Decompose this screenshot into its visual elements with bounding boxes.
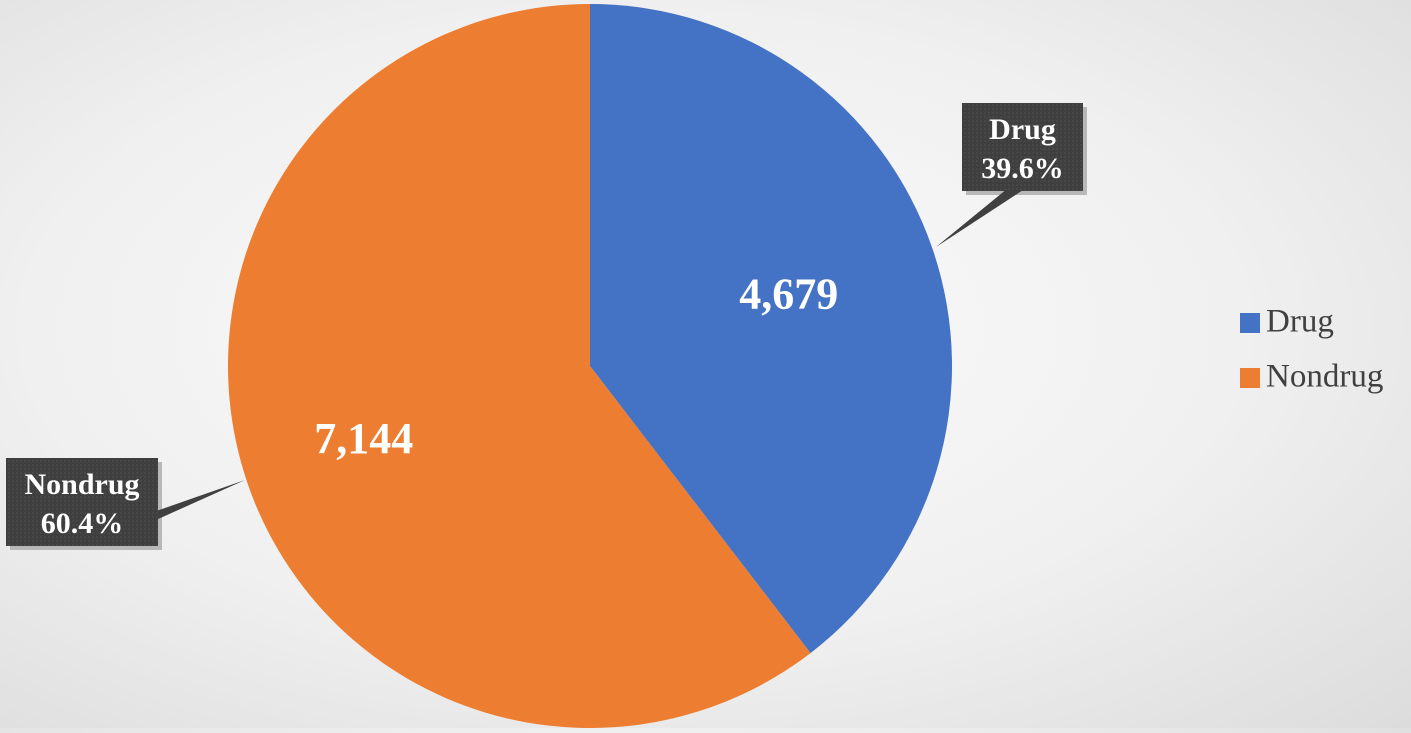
callout-category-nondrug: Nondrug [24, 468, 139, 501]
legend-item-drug: Drug [1240, 304, 1334, 340]
callout-box [962, 103, 1083, 191]
callout-box [6, 458, 158, 546]
callout-drug: Drug 39.6% [936, 103, 1087, 247]
pie-slice-nondrug [228, 4, 811, 728]
legend-swatch-nondrug [1240, 368, 1260, 388]
callout-nondrug: Nondrug 60.4% [6, 458, 246, 550]
pie-slice-drug [590, 4, 953, 654]
callout-percent-nondrug: 60.4% [41, 507, 124, 540]
legend-swatch-drug [1240, 313, 1260, 333]
slices-layer [228, 4, 953, 728]
legend-item-nondrug: Nondrug [1240, 359, 1383, 395]
value-label-nondrug: 7,144 [314, 414, 413, 463]
legend-label-drug: Drug [1266, 304, 1334, 340]
value-label-drug: 4,679 [739, 270, 838, 319]
value-labels-layer: 4,679 7,144 [314, 270, 838, 463]
legend-label-nondrug: Nondrug [1266, 359, 1383, 395]
callout-category-drug: Drug [989, 113, 1056, 146]
callouts-layer: Drug 39.6% Nondrug 60.4% [6, 103, 1087, 550]
legend: Drug Nondrug [1240, 304, 1383, 395]
callout-percent-drug: 39.6% [981, 152, 1064, 185]
